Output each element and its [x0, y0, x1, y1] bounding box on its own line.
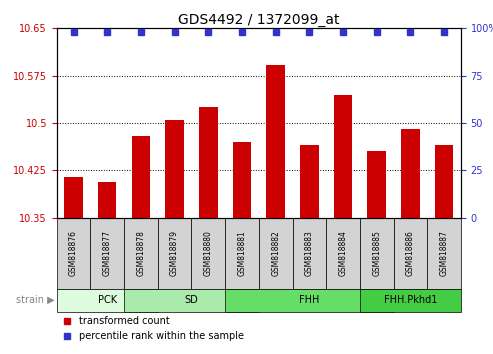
- Bar: [98, 182, 116, 218]
- Bar: [360, 218, 393, 289]
- Text: strain ▶: strain ▶: [16, 295, 54, 305]
- Text: GSM818879: GSM818879: [170, 230, 179, 276]
- Bar: [435, 145, 454, 218]
- Text: GSM818881: GSM818881: [238, 230, 246, 276]
- Bar: [199, 107, 217, 218]
- Text: GSM818880: GSM818880: [204, 230, 213, 276]
- Text: GSM818883: GSM818883: [305, 230, 314, 276]
- Bar: [360, 289, 461, 312]
- Text: GSM818882: GSM818882: [271, 230, 280, 276]
- Text: FHH.Pkhd1: FHH.Pkhd1: [384, 295, 437, 305]
- Bar: [191, 218, 225, 289]
- Bar: [393, 218, 427, 289]
- Bar: [292, 218, 326, 289]
- Bar: [225, 289, 393, 312]
- Bar: [401, 129, 420, 218]
- Bar: [259, 218, 292, 289]
- Text: GSM818877: GSM818877: [103, 230, 112, 276]
- Bar: [367, 152, 386, 218]
- Bar: [90, 218, 124, 289]
- Bar: [57, 218, 90, 289]
- Bar: [124, 218, 158, 289]
- Text: GSM818887: GSM818887: [440, 230, 449, 276]
- Bar: [334, 95, 352, 218]
- Bar: [124, 289, 259, 312]
- Bar: [225, 218, 259, 289]
- Bar: [300, 145, 318, 218]
- Bar: [57, 289, 158, 312]
- Text: GSM818886: GSM818886: [406, 230, 415, 276]
- Bar: [266, 65, 285, 218]
- Bar: [64, 177, 83, 218]
- Bar: [132, 136, 150, 218]
- Bar: [233, 142, 251, 218]
- Legend: transformed count, percentile rank within the sample: transformed count, percentile rank withi…: [64, 316, 244, 341]
- Text: GSM818878: GSM818878: [137, 230, 145, 276]
- Text: FHH: FHH: [299, 295, 319, 305]
- Bar: [158, 218, 191, 289]
- Title: GDS4492 / 1372099_at: GDS4492 / 1372099_at: [178, 13, 340, 27]
- Text: GSM818885: GSM818885: [372, 230, 381, 276]
- Bar: [165, 120, 184, 218]
- Text: GSM818876: GSM818876: [69, 230, 78, 276]
- Bar: [427, 218, 461, 289]
- Text: SD: SD: [184, 295, 198, 305]
- Text: PCK: PCK: [98, 295, 117, 305]
- Bar: [326, 218, 360, 289]
- Text: GSM818884: GSM818884: [339, 230, 348, 276]
